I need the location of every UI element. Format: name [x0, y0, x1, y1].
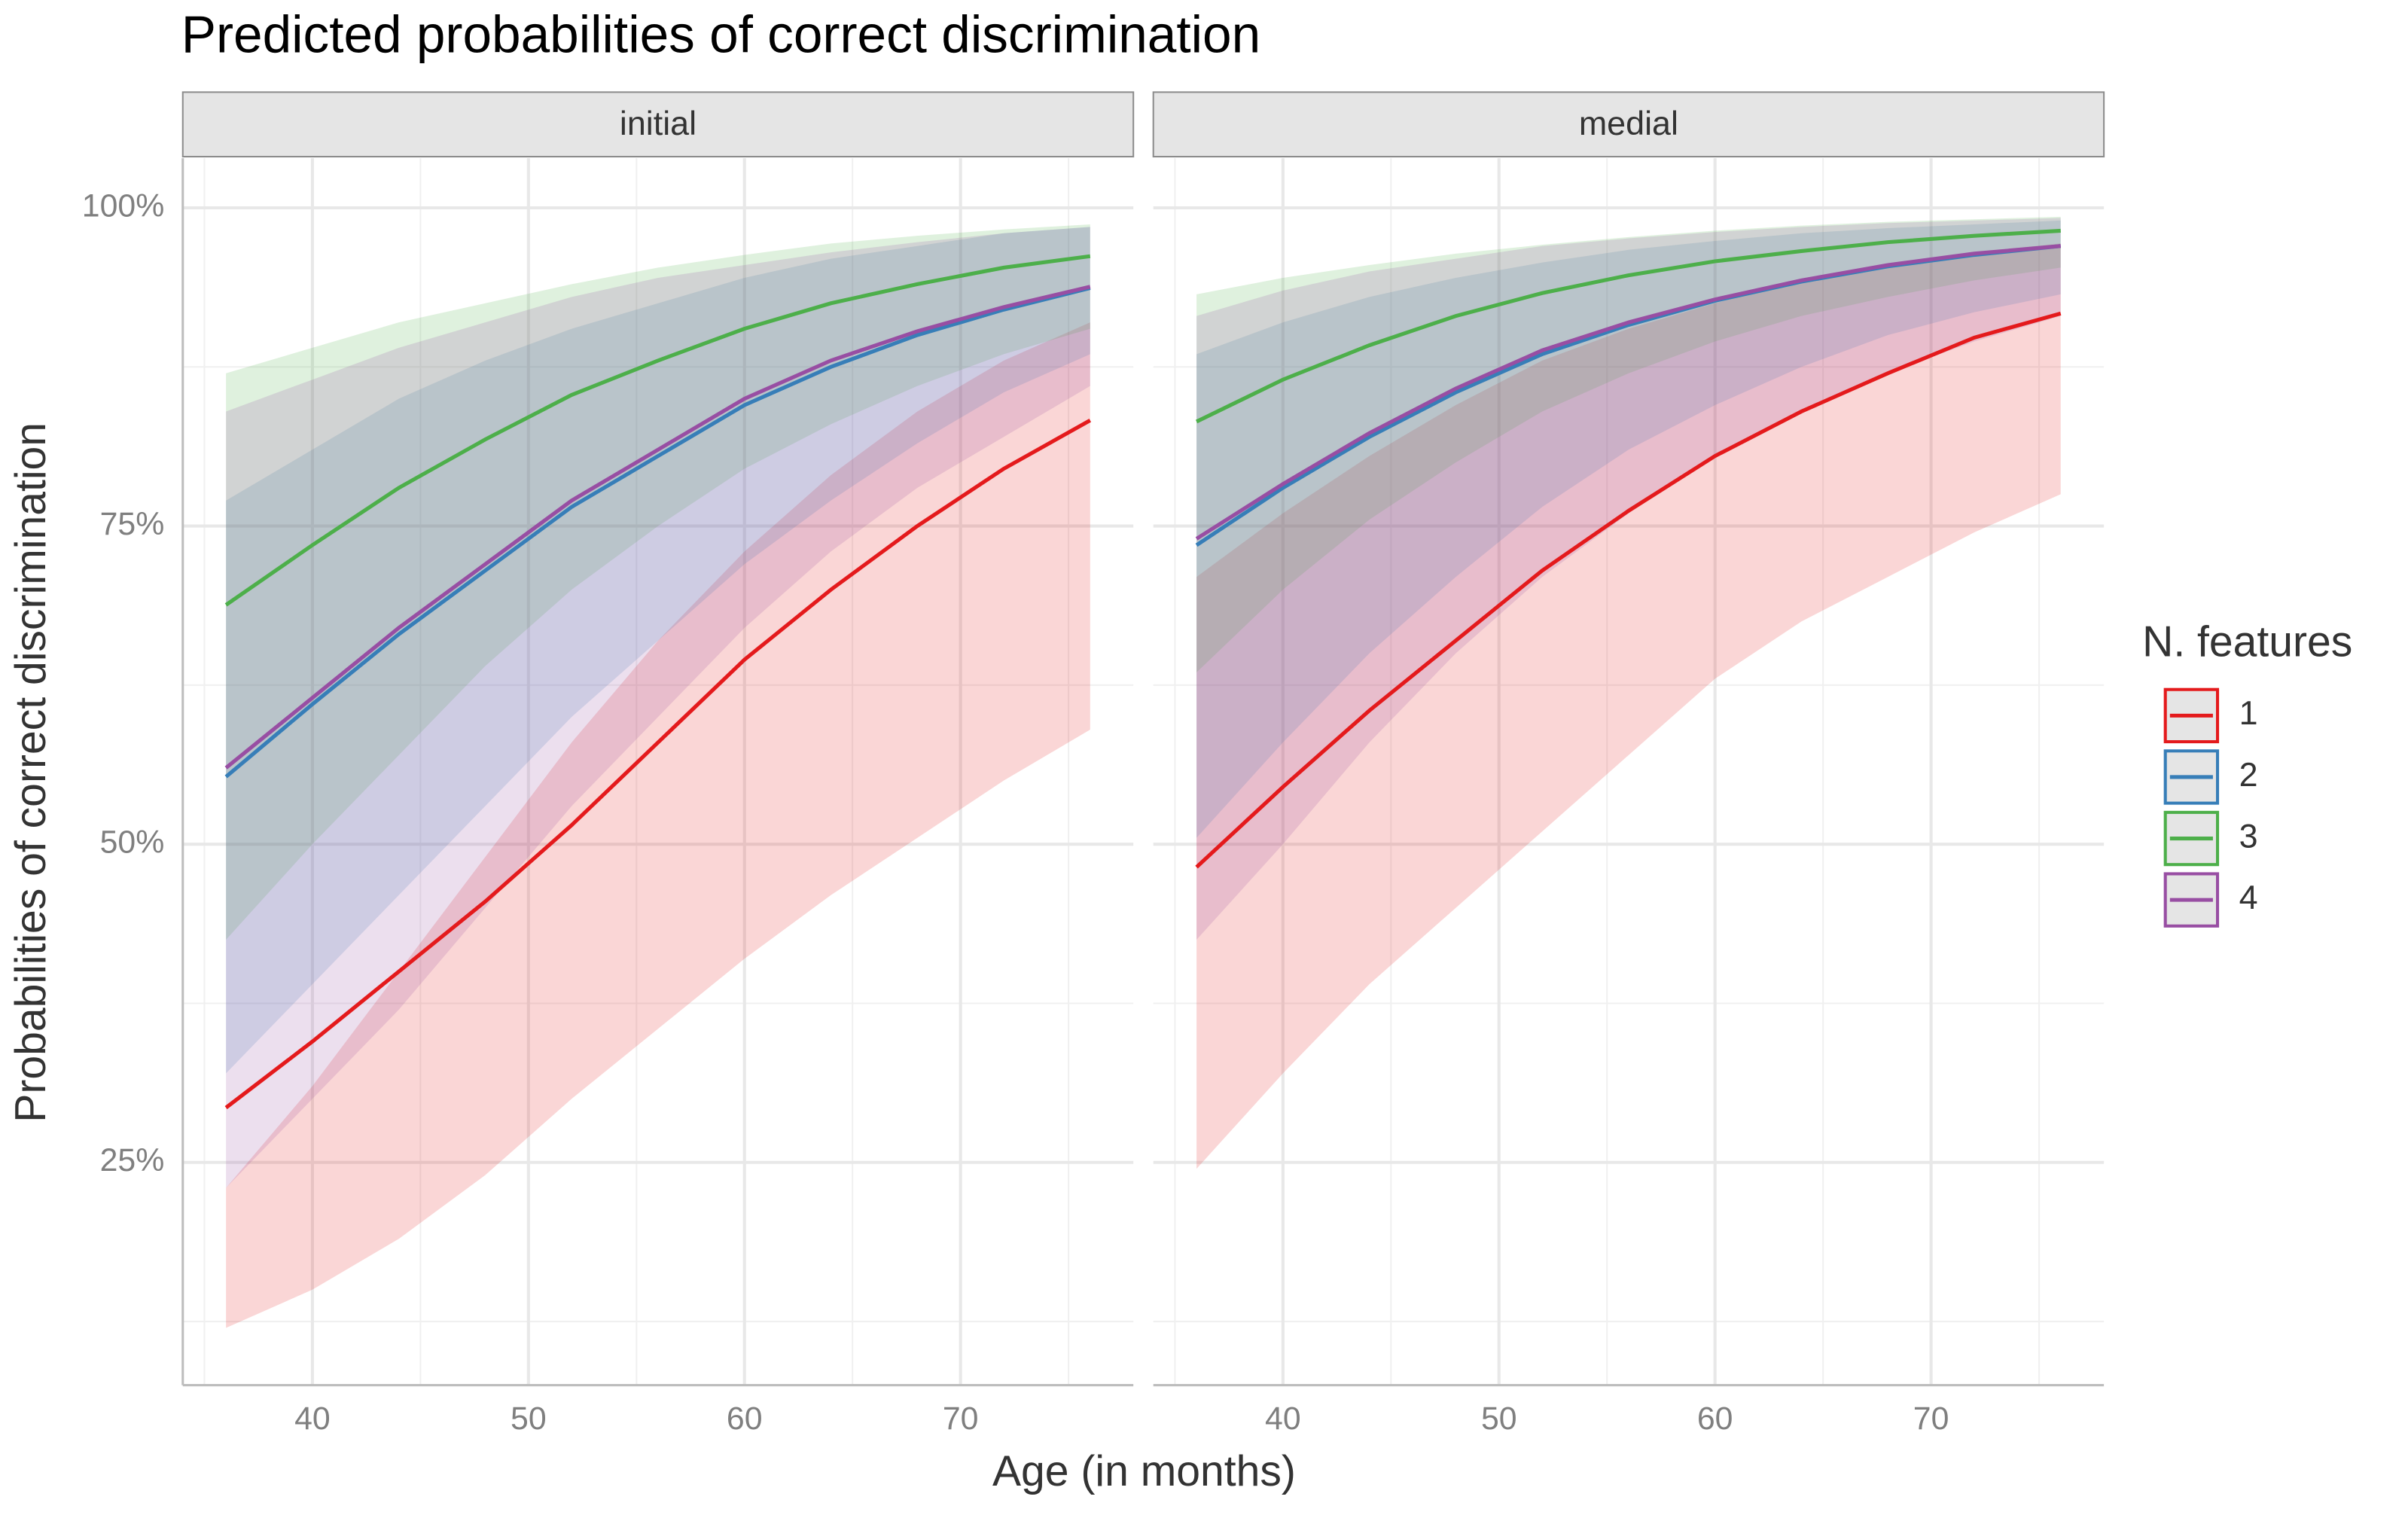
x-tick-label: 40	[1265, 1401, 1301, 1437]
facet-strip	[181, 91, 1135, 158]
confidence-band	[226, 227, 1090, 1074]
confidence-band	[226, 227, 1090, 1188]
series-line	[1195, 311, 2062, 869]
facet-label: initial	[620, 104, 696, 142]
legend-label: 2	[2239, 755, 2258, 794]
y-tick-label: 25%	[100, 1142, 165, 1178]
series-line	[224, 254, 1091, 607]
legend-label: 1	[2239, 693, 2258, 732]
chart-title: Predicted probabilities of correct discr…	[181, 5, 1260, 63]
x-tick-label: 70	[943, 1401, 979, 1437]
series-line	[224, 286, 1091, 779]
x-tick-label: 60	[1697, 1401, 1733, 1437]
confidence-band	[226, 224, 1090, 940]
facet-label: medial	[1579, 104, 1678, 142]
confidence-band	[1196, 218, 2061, 940]
x-tick-label: 50	[1481, 1401, 1517, 1437]
confidence-band	[1196, 243, 2061, 1169]
confidence-band	[226, 322, 1090, 1328]
y-tick-label: 100%	[82, 187, 165, 224]
confidence-band	[1196, 220, 2061, 838]
y-tick-label: 75%	[100, 506, 165, 542]
y-axis-title: Probabilities of correct discrimination	[7, 422, 55, 1123]
x-tick-label: 70	[1913, 1401, 1949, 1437]
series-line	[224, 419, 1092, 1110]
series-line	[1195, 228, 2061, 424]
x-axis-title: Age (in months)	[992, 1447, 1296, 1495]
legend-label: 4	[2239, 878, 2258, 916]
series-line	[1195, 244, 2061, 541]
x-tick-label: 50	[511, 1401, 547, 1437]
series-line	[224, 285, 1091, 770]
y-tick-label: 50%	[100, 824, 165, 860]
legend-label: 3	[2239, 816, 2258, 855]
legend-title: N. features	[2142, 618, 2352, 666]
facet-strip	[1152, 91, 2105, 158]
x-tick-label: 60	[727, 1401, 763, 1437]
x-tick-label: 40	[294, 1401, 331, 1437]
